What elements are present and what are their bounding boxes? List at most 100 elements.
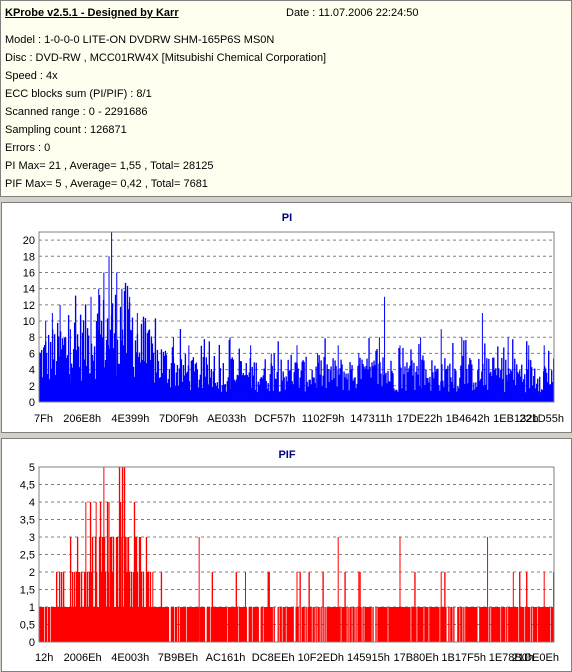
bar: [66, 607, 69, 642]
bar: [242, 372, 244, 402]
bar: [398, 607, 400, 642]
bar: [240, 361, 242, 402]
x-tick-label: 1B4642h: [446, 413, 490, 425]
bar: [472, 390, 474, 402]
bar: [103, 537, 106, 642]
peak-bar: [116, 272, 118, 402]
bar: [262, 375, 264, 402]
bar: [430, 607, 432, 642]
bar: [327, 607, 329, 642]
bar: [143, 361, 146, 402]
bar: [313, 377, 315, 402]
bar: [218, 344, 220, 402]
bar: [424, 607, 426, 642]
bar: [469, 607, 471, 642]
errors-line: Errors : 0: [5, 142, 51, 154]
bar: [288, 607, 290, 642]
y-tick-label: 0: [29, 637, 35, 649]
bar: [517, 372, 519, 402]
bar: [109, 329, 112, 402]
bar: [202, 356, 205, 402]
bar: [375, 350, 377, 402]
bar: [330, 366, 332, 402]
bar: [291, 607, 293, 642]
bar: [540, 392, 542, 402]
bar: [369, 366, 371, 402]
bar: [244, 375, 246, 402]
bar: [411, 607, 413, 642]
bar: [441, 364, 443, 402]
bar: [552, 382, 554, 402]
bar: [445, 607, 447, 642]
bar: [369, 607, 371, 642]
bar: [233, 607, 235, 642]
peak-bar: [80, 321, 82, 402]
bar: [80, 572, 83, 642]
bar: [142, 316, 145, 402]
bar: [539, 607, 541, 642]
bar: [436, 607, 438, 642]
bar: [109, 537, 112, 642]
bar: [248, 607, 250, 642]
bar: [497, 607, 499, 642]
peak-bar: [152, 572, 154, 642]
bar: [232, 607, 234, 642]
bar: [124, 282, 127, 402]
bar: [542, 607, 544, 642]
bar: [189, 390, 192, 402]
bar: [424, 385, 426, 402]
bar: [210, 607, 213, 642]
bar: [320, 360, 322, 402]
bar: [385, 372, 387, 402]
bar: [88, 373, 91, 402]
bar: [111, 303, 114, 402]
bar: [117, 607, 120, 642]
bar: [268, 391, 270, 402]
bar: [324, 607, 326, 642]
bar: [239, 360, 241, 402]
bar: [415, 607, 417, 642]
peak-bar: [270, 353, 272, 402]
bar: [317, 607, 319, 642]
bar: [73, 572, 76, 642]
bar: [170, 363, 173, 402]
bar: [299, 377, 301, 402]
bar: [294, 362, 296, 402]
y-tick-label: 1: [29, 602, 35, 614]
bar: [334, 607, 336, 642]
bar: [216, 607, 219, 642]
bar: [193, 371, 196, 402]
bar: [75, 572, 78, 642]
x-tick-label: 145915h: [347, 652, 390, 664]
bar: [549, 384, 551, 402]
x-tick-label: 1102F9h: [302, 413, 345, 425]
bar: [412, 375, 414, 402]
bar: [121, 467, 124, 642]
bar: [542, 389, 544, 402]
peak-bar: [108, 502, 110, 642]
bar: [96, 607, 99, 642]
bar: [459, 377, 461, 402]
bar: [446, 368, 448, 402]
bar: [532, 385, 534, 402]
bar: [437, 607, 439, 642]
bar: [344, 572, 346, 642]
bar: [104, 360, 107, 402]
bar: [135, 537, 138, 642]
bars: [39, 467, 555, 642]
bar: [310, 384, 312, 402]
bar: [148, 607, 151, 642]
bar: [409, 607, 411, 642]
bar: [299, 572, 301, 642]
bar: [256, 392, 258, 402]
bar: [502, 607, 504, 642]
bar: [223, 384, 225, 402]
bar: [417, 607, 419, 642]
bar: [41, 607, 44, 642]
bar: [377, 384, 379, 402]
bar: [64, 336, 67, 402]
bar: [183, 375, 186, 402]
bar: [230, 358, 232, 402]
bar: [443, 607, 445, 642]
bar: [492, 607, 494, 642]
